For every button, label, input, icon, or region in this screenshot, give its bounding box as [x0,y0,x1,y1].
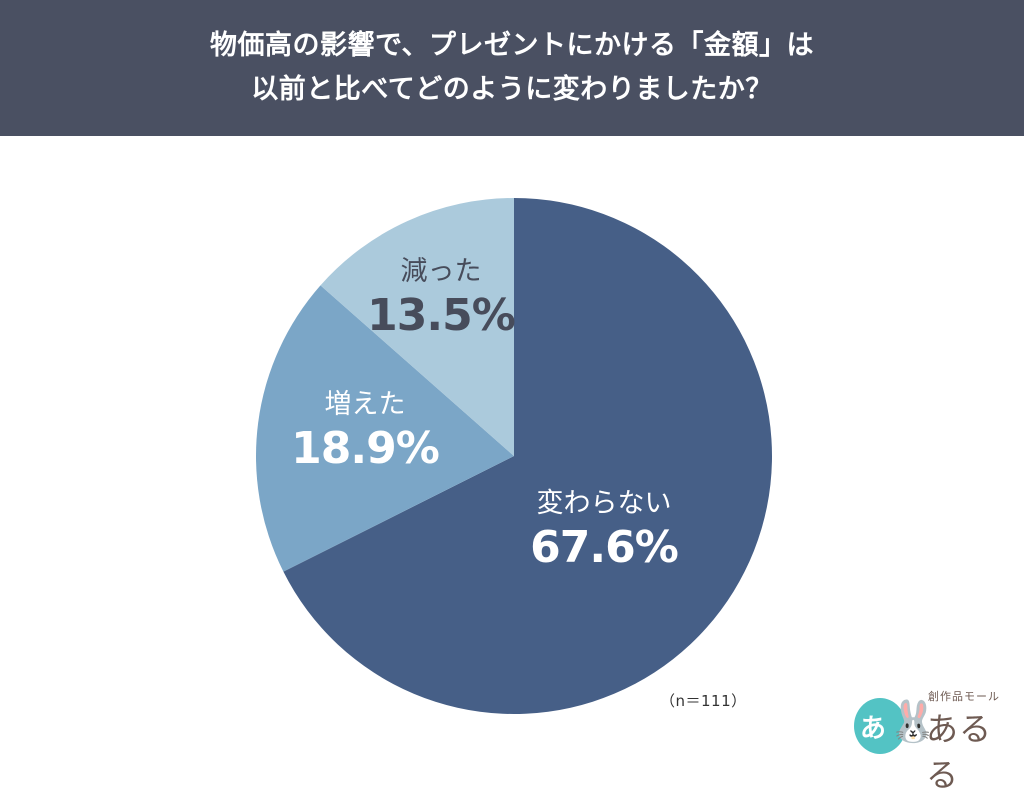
slice-percent: 67.6% [530,522,679,573]
slice-name: 変わらない [536,488,672,519]
slice-name: 減った [400,256,482,287]
slice-increased [256,285,514,572]
slice-decreased [320,198,514,456]
pie-chart [256,198,772,715]
logo-mark: あ [860,714,887,744]
slice-label-decreased: 減った 13.5% [367,255,516,343]
sample-size-note: （n＝111） [660,692,747,710]
slice-label-increased: 増えた 18.9% [291,388,440,476]
logo-tagline: 創作品モール [928,690,1000,703]
logo-circle-icon [854,698,906,754]
chart-title-line-2: 以前と比べてどのように変わりましたか？ [251,74,773,105]
slice-name: 増えた [324,389,406,420]
slice-percent: 13.5% [367,290,516,341]
logo-brand-name: あるる [926,710,993,794]
brand-logo: あ 🐰 創作品モール あるる [848,686,1018,794]
rabbit-icon: 🐰 [888,699,938,745]
slice-label-unchanged: 変わらない 67.6% [530,487,679,575]
slice-unchanged [283,198,772,715]
chart-title-banner: 物価高の影響で、プレゼントにかける「金額」は 以前と比べてどのように変わりました… [0,0,1024,136]
slice-percent: 18.9% [291,423,440,474]
chart-title-line-1: 物価高の影響で、プレゼントにかける「金額」は [210,30,814,61]
